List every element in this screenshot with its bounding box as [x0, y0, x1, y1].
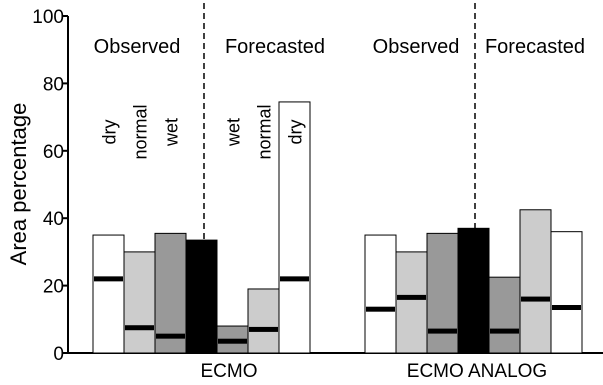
bar-0-2	[154, 232, 187, 354]
x-category-label: ECMO ANALOG	[407, 361, 547, 382]
y-tick-label: 80	[43, 74, 64, 95]
bar-marker-0-1	[125, 325, 154, 331]
bar-marker-1-2	[428, 328, 457, 334]
y-tick-label: 60	[43, 142, 64, 163]
bar-marker-1-4	[490, 328, 519, 334]
bar-marker-1-1	[397, 294, 426, 300]
region-label: Observed	[373, 36, 460, 58]
y-axis-title: Area percentage	[6, 103, 31, 266]
y-axis: 0 20 40 60 80 100	[32, 7, 69, 365]
bar-label: dry	[100, 119, 120, 144]
bar-marker-0-6	[280, 276, 309, 282]
bar-label: wet	[224, 118, 244, 147]
bar-marker-0-0	[94, 276, 123, 282]
region-label: Observed	[94, 36, 181, 58]
bars	[92, 101, 583, 354]
y-tick-label: 0	[53, 344, 64, 365]
bar-marker-1-5	[521, 296, 550, 302]
x-category-label: ECMO	[201, 361, 258, 382]
bar-0-6	[278, 101, 311, 354]
bar-marker-0-4	[218, 338, 247, 344]
bar-0-5	[247, 288, 280, 354]
dividers	[203, 3, 476, 353]
bar-label: dry	[286, 119, 306, 144]
bar-1-6	[550, 231, 583, 354]
bar-1-5	[519, 209, 552, 354]
region-label: Forecasted	[225, 36, 325, 58]
bar-1-3	[457, 227, 490, 354]
bar-marker-1-6	[552, 305, 581, 311]
bar-1-2	[426, 232, 459, 354]
bar-0-1	[123, 251, 156, 354]
y-tick-label: 20	[43, 277, 64, 298]
bar-label: normal	[255, 104, 275, 159]
bar-0-3	[185, 239, 218, 354]
region-label: Forecasted	[485, 36, 585, 58]
y-tick-label: 40	[43, 209, 64, 230]
bar-marker-0-2	[156, 333, 185, 339]
bar-label: wet	[162, 118, 182, 147]
bar-0-0	[92, 234, 125, 354]
bar-label: normal	[131, 104, 151, 159]
bar-1-1	[395, 251, 428, 354]
labels: dry normal wet wet normal dry Observed Forecast…	[94, 36, 585, 160]
bar-marker-1-0	[366, 306, 395, 312]
y-tick-label: 100	[32, 7, 64, 28]
bar-marker-0-5	[249, 326, 278, 332]
bar-1-0	[364, 234, 397, 354]
bar-1-4	[488, 276, 521, 354]
x-axis: ECMO ECMO ANALOG	[68, 352, 603, 382]
